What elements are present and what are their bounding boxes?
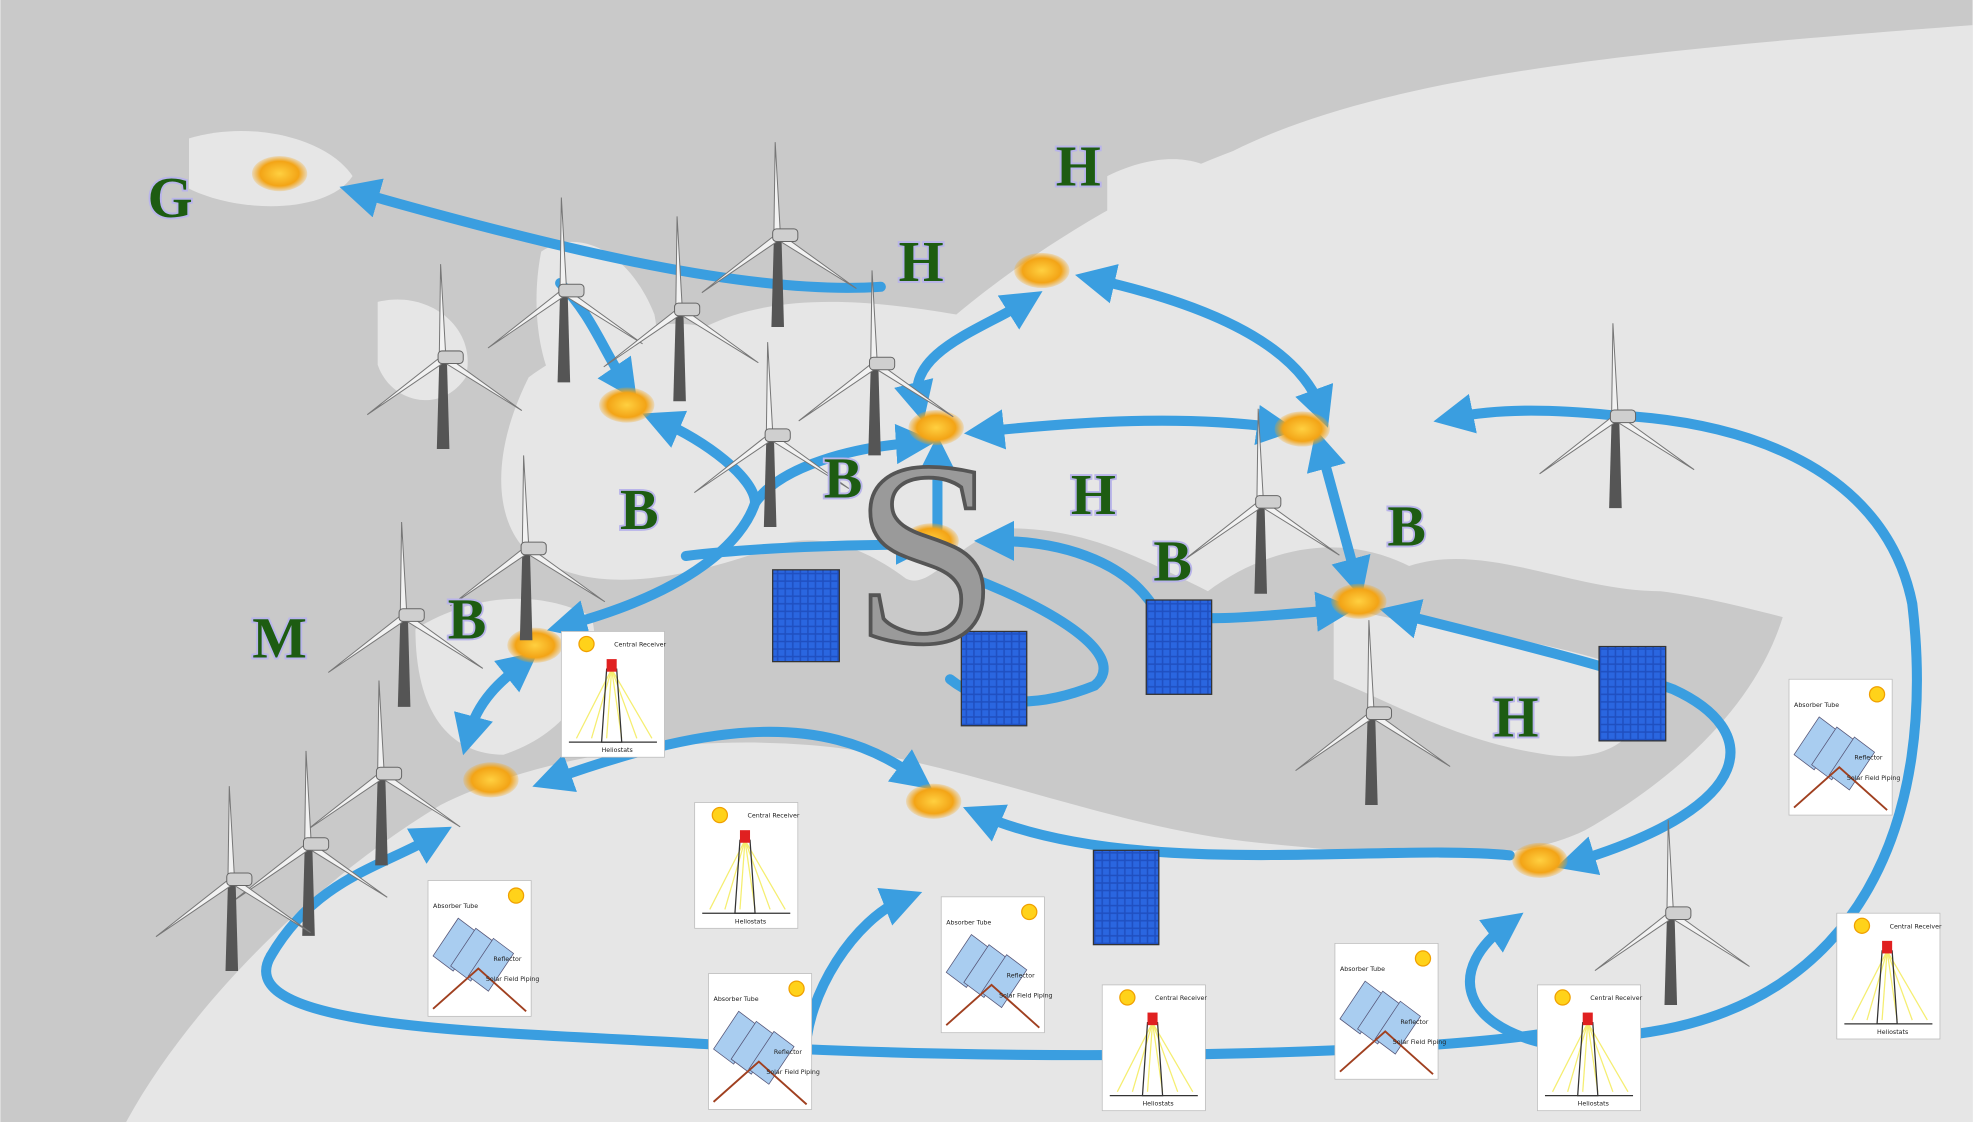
region-label: B (1387, 493, 1426, 558)
region-label: M (252, 605, 307, 670)
icon-label: Central Receiver (614, 642, 666, 649)
icon-label: Absorber Tube (1340, 966, 1385, 973)
tower-icon: Central Receiver Heliostats (561, 631, 666, 757)
energy-node (1014, 253, 1069, 288)
icon-receiver (1882, 941, 1892, 954)
icon-label: Solar Field Piping (1393, 1039, 1446, 1046)
region-label: H (899, 229, 944, 294)
icon-label: Central Receiver (1890, 923, 1942, 930)
region-label: H (1071, 462, 1116, 527)
icon-label: Heliostats (602, 747, 633, 754)
icon-label: Reflector (1854, 755, 1882, 762)
turbine-nacelle (399, 609, 424, 622)
turbine-nacelle (376, 767, 401, 780)
tower-icon: Central Receiver Heliostats (1537, 985, 1642, 1111)
icon-label: Absorber Tube (714, 996, 759, 1003)
solar-panel (1093, 850, 1158, 944)
energy-node (463, 762, 518, 797)
region-label: H (1056, 134, 1101, 199)
region-label: H (1494, 685, 1539, 750)
icon-label: Solar Field Piping (1847, 775, 1900, 782)
icon-label: Reflector (493, 956, 521, 963)
energy-map: Central ReceiverHeliostatsCentral Receiv… (0, 0, 1973, 1122)
solar-panel (1146, 600, 1211, 694)
icon-sun (1120, 990, 1135, 1005)
icon-label: Heliostats (735, 918, 766, 925)
trough-icon: Absorber Tube Reflector Solar Field Piping (709, 974, 820, 1110)
turbine-nacelle (765, 429, 790, 442)
turbine-nacelle (870, 357, 895, 370)
icon-label: Absorber Tube (1794, 702, 1839, 709)
tower-icon: Central Receiver Heliostats (1102, 985, 1207, 1111)
icon-sun (789, 981, 804, 996)
icon-receiver (1583, 1013, 1593, 1026)
icon-label: Solar Field Piping (766, 1069, 819, 1076)
solar-panel (773, 570, 840, 662)
turbine-nacelle (303, 838, 328, 851)
energy-node (1275, 411, 1330, 446)
icon-sun (579, 636, 594, 651)
icon-sun (1870, 687, 1885, 702)
icon-label: Absorber Tube (946, 920, 991, 927)
turbine-nacelle (559, 284, 584, 297)
icon-label: Reflector (774, 1049, 802, 1056)
icon-label: Central Receiver (748, 813, 800, 820)
turbine-nacelle (521, 542, 546, 555)
energy-node (1331, 584, 1386, 619)
turbine-nacelle (675, 303, 700, 316)
icon-label: Heliostats (1877, 1029, 1908, 1036)
icon-receiver (607, 659, 617, 672)
icon-sun (1555, 990, 1570, 1005)
turbine-nacelle (773, 229, 798, 242)
energy-node (1512, 843, 1567, 878)
turbine-nacelle (227, 873, 252, 886)
energy-node (599, 387, 654, 422)
region-label: B (448, 586, 487, 651)
center-label: S (853, 408, 1000, 700)
icon-label: Solar Field Piping (486, 976, 539, 983)
energy-node (252, 156, 307, 191)
turbine-nacelle (1666, 907, 1691, 920)
icon-sun (1415, 951, 1430, 966)
icon-sun (509, 888, 524, 903)
region-label: G (148, 165, 193, 230)
solar-panel (1599, 647, 1666, 741)
icon-sun (712, 808, 727, 823)
energy-node (507, 628, 562, 663)
icon-receiver (1148, 1013, 1158, 1026)
icon-sun (1854, 918, 1869, 933)
region-label: B (1153, 529, 1192, 594)
tower-icon: Central Receiver Heliostats (695, 803, 800, 929)
icon-label: Reflector (1400, 1019, 1428, 1026)
icon-sun (1022, 904, 1037, 919)
icon-label: Solar Field Piping (999, 992, 1052, 999)
icon-label: Heliostats (1142, 1101, 1173, 1108)
energy-node (906, 784, 961, 819)
icon-receiver (740, 830, 750, 843)
icon-label: Heliostats (1578, 1101, 1609, 1108)
turbine-nacelle (1366, 707, 1391, 720)
trough-icon: Absorber Tube Reflector Solar Field Piping (1789, 679, 1900, 815)
icon-label: Reflector (1007, 972, 1035, 979)
region-label: B (620, 477, 659, 542)
turbine-nacelle (438, 351, 463, 364)
trough-icon: Absorber Tube Reflector Solar Field Piping (1335, 943, 1446, 1079)
icon-label: Absorber Tube (433, 903, 478, 910)
turbine-nacelle (1610, 410, 1635, 423)
turbine-nacelle (1256, 496, 1281, 509)
icon-label: Central Receiver (1155, 995, 1207, 1002)
tower-icon: Central Receiver Heliostats (1837, 913, 1942, 1039)
icon-label: Central Receiver (1590, 995, 1642, 1002)
trough-icon: Absorber Tube Reflector Solar Field Piping (428, 880, 539, 1016)
trough-icon: Absorber Tube Reflector Solar Field Piping (941, 897, 1052, 1033)
